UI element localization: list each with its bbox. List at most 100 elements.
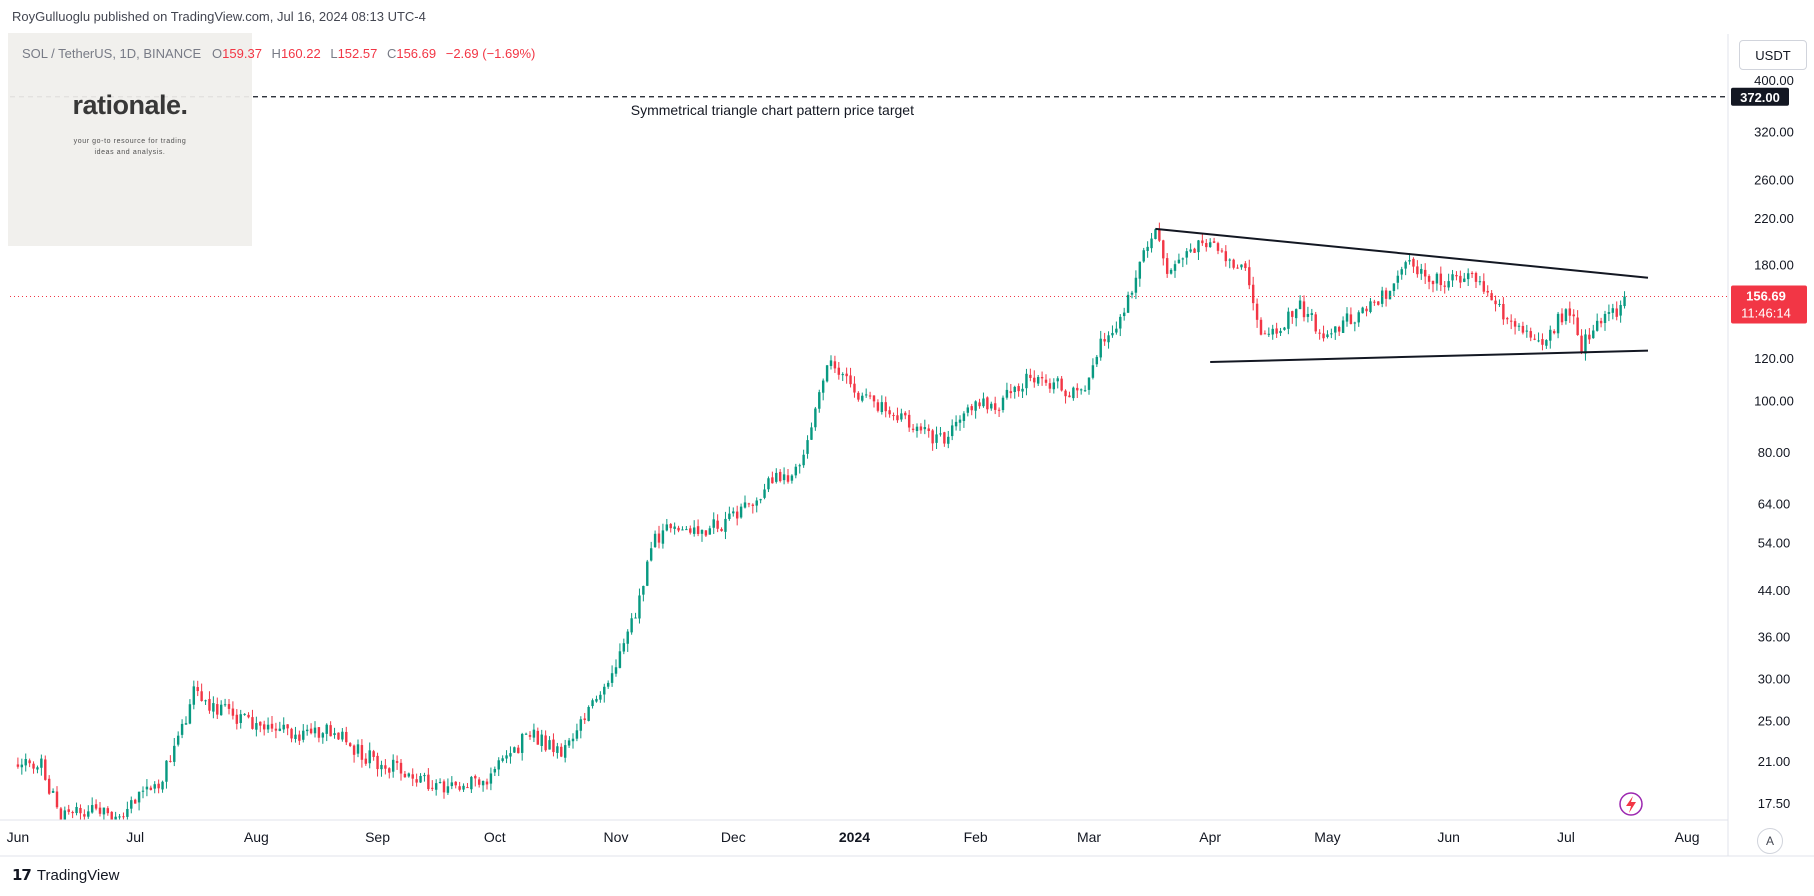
candle-body: [282, 724, 285, 730]
candle: [442, 779, 446, 799]
candle-body: [798, 465, 801, 467]
candle: [454, 781, 457, 789]
candle: [735, 505, 739, 526]
candle: [282, 717, 285, 733]
candle-body: [1494, 300, 1497, 305]
candle-body: [548, 740, 551, 750]
candle-body: [939, 433, 942, 435]
candle-body: [520, 734, 524, 753]
candle-body: [724, 518, 727, 532]
triangle-upper-trendline[interactable]: [1155, 227, 1649, 279]
candle: [1267, 327, 1271, 337]
candle-body: [947, 436, 950, 444]
candle: [1396, 270, 1400, 290]
candle-body: [1392, 283, 1396, 292]
candle: [1205, 239, 1208, 252]
x-tick-label: Aug: [244, 829, 269, 845]
candle-body: [1208, 242, 1212, 248]
candle-body: [1349, 314, 1353, 324]
candle: [638, 588, 641, 624]
candle-body: [692, 527, 696, 534]
candle: [24, 753, 27, 772]
candle: [1478, 275, 1482, 286]
candle: [939, 426, 942, 437]
candle-body: [1173, 264, 1177, 271]
candle: [966, 404, 970, 417]
candle-body: [1126, 294, 1130, 313]
y-tick-label: 180.00: [1754, 257, 1794, 272]
candle: [1541, 333, 1544, 351]
candle: [1498, 299, 1501, 307]
triangle-lower-trendline[interactable]: [1210, 349, 1649, 364]
candle: [954, 415, 958, 431]
candle-body: [137, 791, 141, 803]
candle: [1255, 298, 1259, 328]
candle-body: [403, 773, 407, 778]
candle: [118, 813, 121, 820]
candle: [1576, 310, 1579, 336]
candle: [466, 782, 469, 789]
candle-body: [1521, 325, 1525, 333]
candle-body: [454, 781, 457, 786]
candle-body: [1025, 373, 1028, 389]
candle: [524, 732, 528, 735]
candle: [1564, 308, 1568, 325]
candle: [1115, 321, 1118, 335]
candle: [329, 721, 332, 737]
candle-body: [419, 775, 422, 783]
candle-body: [1341, 320, 1345, 333]
candle-body: [286, 724, 289, 729]
symbol-label[interactable]: SOL / TetherUS, 1D, BINANCE: [22, 46, 202, 61]
tradingview-brand[interactable]: 𝟭𝟳 TradingView: [12, 866, 119, 884]
candle: [1283, 326, 1286, 331]
candle-body: [982, 398, 985, 407]
candle-body: [1556, 313, 1560, 334]
candle-body: [341, 731, 344, 740]
candle: [563, 739, 567, 763]
candle: [1322, 325, 1325, 342]
candle: [102, 807, 106, 820]
candle: [1146, 241, 1149, 258]
candle: [1216, 241, 1220, 255]
candle-body: [485, 781, 489, 785]
currency-button[interactable]: USDT: [1739, 40, 1807, 70]
candle-body: [622, 643, 626, 652]
candle: [986, 396, 989, 414]
candle-body: [1482, 281, 1486, 292]
candle: [239, 709, 242, 729]
candle-body: [1138, 261, 1142, 279]
candle: [755, 497, 758, 513]
candle: [923, 419, 927, 435]
auto-scale-button[interactable]: A: [1757, 828, 1783, 854]
candle: [302, 724, 305, 743]
candle-body: [923, 427, 927, 430]
candle: [32, 761, 35, 774]
y-axis[interactable]: 400.00 320.00 260.00 220.00 180.00 120.00 100.…: [1727, 34, 1807, 856]
candle: [532, 723, 536, 743]
candle: [1142, 247, 1145, 263]
candle: [692, 520, 696, 537]
candle: [833, 355, 837, 374]
candle-body: [1302, 301, 1306, 318]
candle-body: [821, 380, 825, 393]
candle: [1134, 270, 1138, 300]
candle-body: [1353, 322, 1357, 324]
candle-body: [1310, 313, 1314, 315]
candle-body: [1541, 339, 1544, 345]
y-tick-label: 260.00: [1754, 173, 1794, 188]
candle-body: [474, 775, 477, 779]
lightning-icon[interactable]: [1619, 792, 1643, 816]
candle: [372, 749, 375, 761]
candle-body: [1584, 334, 1587, 354]
candle: [36, 765, 39, 774]
candle: [368, 742, 371, 769]
candle: [1517, 323, 1521, 331]
candle-body: [915, 426, 919, 431]
candle-body: [1588, 334, 1591, 340]
candle: [1240, 264, 1243, 270]
candle: [778, 469, 782, 483]
candle-body: [814, 408, 817, 428]
candle-body: [1079, 389, 1083, 391]
candle: [618, 643, 622, 669]
